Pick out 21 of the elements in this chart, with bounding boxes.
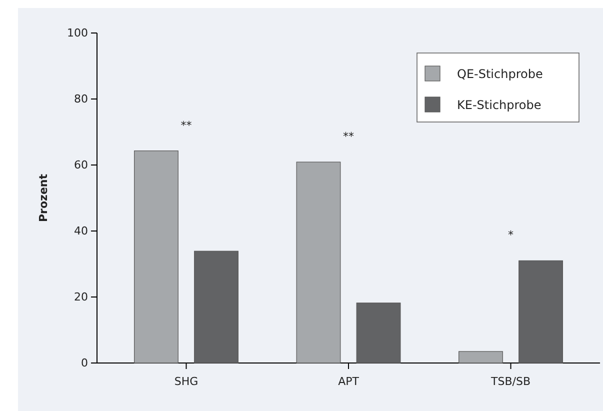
y-axis-title: Prozent [37,174,50,222]
x-tick-label: SHG [174,375,198,388]
bar [458,351,503,364]
y-tick-label: 40 [74,224,88,238]
bar [296,162,341,364]
bar [356,302,401,364]
bar [518,260,563,364]
x-tick-label: TSB/SB [490,375,530,388]
y-tick-label: 80 [74,92,88,106]
legend-label: QE-Stichprobe [457,67,543,81]
y-tick-label: 60 [74,158,88,172]
legend-label: KE-Stichprobe [457,98,542,112]
x-tick-label: APT [338,375,360,388]
annotation: ** [180,118,192,132]
y-tick-label: 0 [81,356,88,370]
annotation: ** [343,130,354,144]
y-tick-label: 20 [74,290,88,304]
y-tick-label: 100 [67,26,88,40]
bar [194,250,238,364]
annotation: * [508,228,514,242]
bar [134,150,178,364]
